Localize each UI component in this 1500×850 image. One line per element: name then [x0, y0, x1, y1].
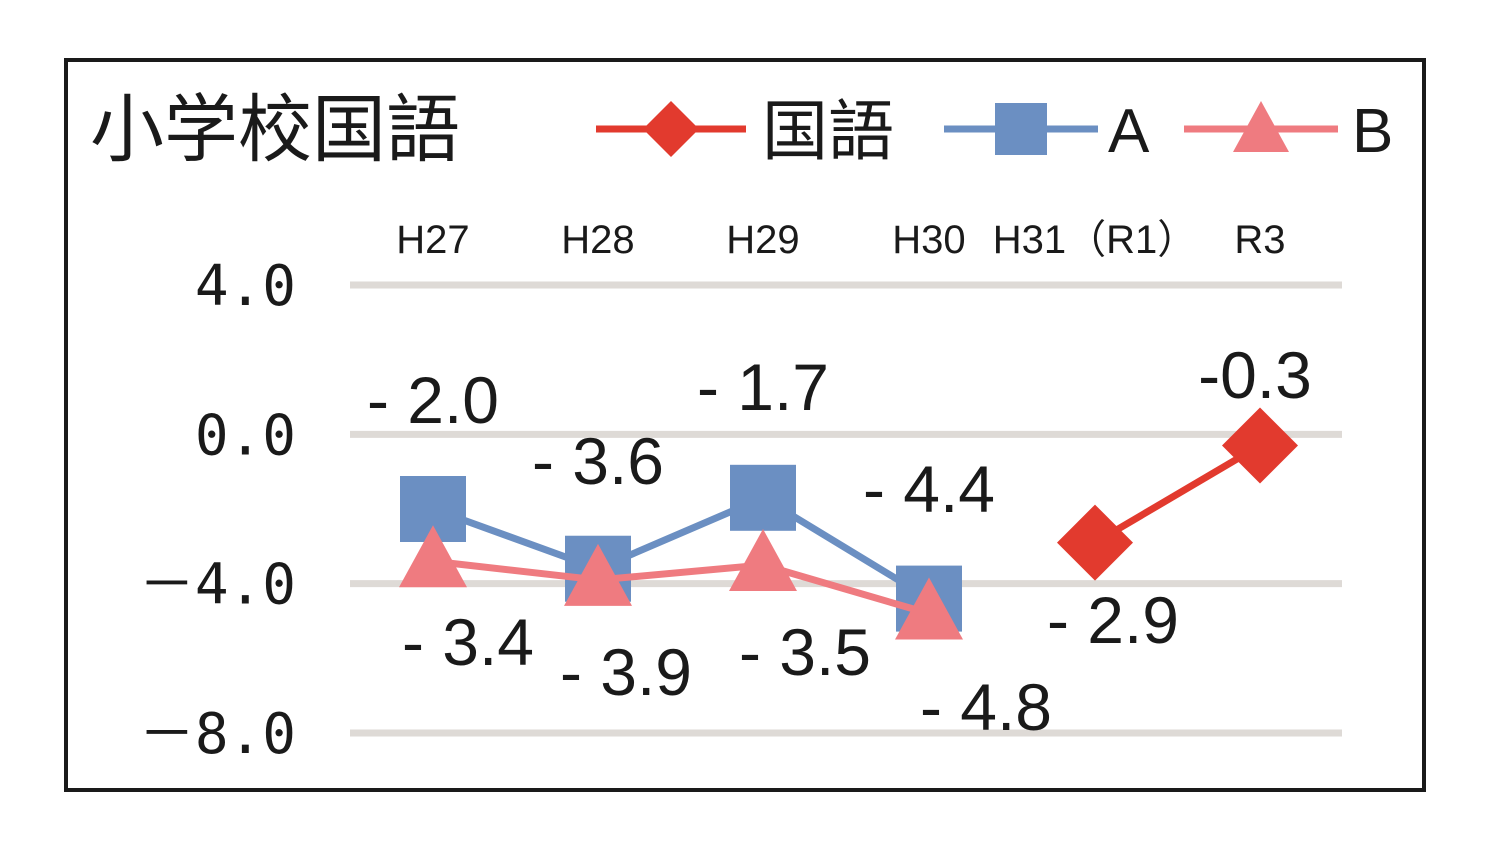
data-label: - 3.6 — [532, 424, 664, 498]
legend-label-b: B — [1352, 97, 1393, 166]
legend: 国語 A B — [596, 93, 1393, 170]
data-point-triangle — [399, 525, 467, 588]
data-label: - 2.9 — [1047, 583, 1179, 657]
legend-diamond-marker — [643, 101, 699, 157]
data-label: - 2.0 — [367, 363, 499, 437]
legend-square-marker — [995, 103, 1047, 155]
series-line-square — [431, 494, 931, 602]
data-point-triangle — [729, 529, 797, 591]
y-tick-label: －4.0 — [139, 553, 296, 618]
series-line-triangle — [432, 557, 930, 617]
gridlines — [350, 281, 1342, 737]
data-point-diamond — [1057, 504, 1133, 581]
legend-label-kokugo: 国語 — [762, 93, 894, 170]
data-label: - 3.5 — [739, 615, 871, 689]
y-tick-label: 0.0 — [195, 403, 296, 468]
x-tick-label: R3 — [1234, 218, 1285, 262]
legend-label-a: A — [1108, 97, 1150, 166]
data-labels: - 2.9-0.3- 2.0- 3.6- 1.7- 4.4- 3.4- 3.9-… — [367, 338, 1312, 744]
data-label: - 3.9 — [560, 635, 692, 709]
y-axis-ticks: 4.0 0.0 －4.0 －8.0 — [139, 254, 296, 767]
data-label: - 1.7 — [697, 350, 829, 424]
data-label: - 4.8 — [920, 670, 1052, 744]
data-label: - 4.4 — [863, 452, 995, 526]
y-tick-label: 4.0 — [195, 254, 296, 319]
legend-item-kokugo: 国語 — [596, 93, 894, 170]
data-label: - 3.4 — [402, 605, 534, 679]
legend-item-b: B — [1184, 97, 1393, 166]
x-axis-ticks: H27 H28 H29 H30 H31（R1） R3 — [396, 218, 1285, 262]
series-line-diamond — [1093, 442, 1262, 546]
x-tick-label: H28 — [561, 218, 634, 262]
x-tick-label: H31（R1） — [993, 218, 1198, 262]
series-layer — [399, 407, 1298, 640]
data-point-diamond — [1222, 407, 1298, 484]
chart-frame — [64, 58, 1426, 792]
data-point-triangle — [895, 577, 963, 640]
data-point-triangle — [564, 543, 632, 606]
x-tick-label: H29 — [726, 218, 799, 262]
x-tick-label: H30 — [892, 218, 965, 262]
x-tick-label: H27 — [396, 218, 469, 262]
data-point-square — [730, 464, 796, 531]
y-tick-label: －8.0 — [139, 702, 296, 767]
legend-triangle-marker — [1233, 101, 1289, 152]
chart-title: 小学校国語 — [90, 87, 460, 173]
data-label: -0.3 — [1198, 338, 1312, 412]
legend-item-a: A — [944, 97, 1150, 166]
